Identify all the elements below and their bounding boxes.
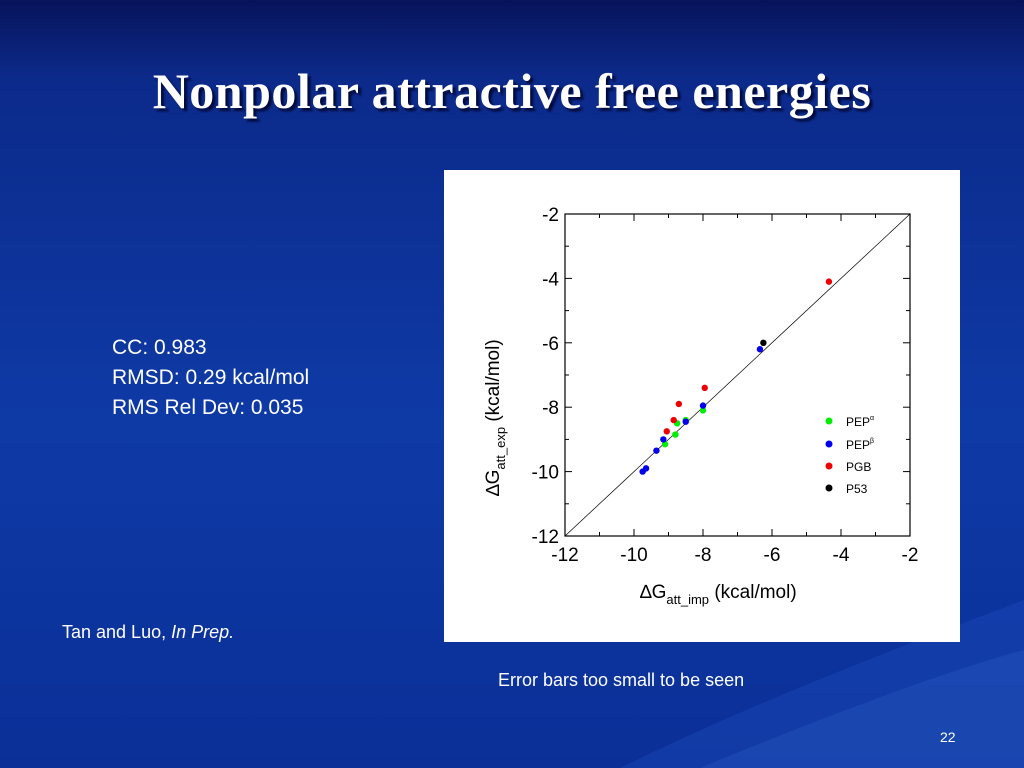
legend-label-pep-alpha: PEPα: [846, 415, 874, 429]
legend-marker-pep-beta: [825, 440, 833, 448]
y-tick-label: -4: [542, 269, 559, 290]
data-point: [699, 402, 707, 409]
data-point: [661, 441, 669, 448]
legend-marker-pep-alpha: [825, 417, 833, 425]
scatter-chart: -12 -10 -8 -6 -4 -2 -12 -10 -8 -6 -4 -2 ∆Gatt_imp (…: [483, 205, 919, 607]
citation: Tan and Luo, In Prep.: [62, 622, 234, 643]
slide-title: Nonpolar attractive free energies: [152, 63, 872, 119]
citation-authors: Tan and Luo,: [62, 622, 172, 642]
x-tick-label: -2: [902, 545, 919, 566]
legend-label-p53: P53: [846, 482, 868, 496]
y-tick-label: -6: [542, 334, 559, 355]
legend-label-pep-beta: PEPβ: [846, 438, 874, 452]
data-point: [701, 384, 708, 392]
data-point: [682, 418, 689, 425]
y-axis-label: ∆Gatt_exp (kcal/mol): [483, 339, 508, 496]
stat-rmsd: RMSD: 0.29 kcal/mol: [112, 366, 310, 389]
x-tick-label: -4: [833, 545, 850, 566]
x-axis-label: ∆Gatt_imp (kcal/mol): [640, 582, 797, 607]
y-tick-label: -2: [542, 205, 559, 226]
chart-panel: -12 -10 -8 -6 -4 -2 -12 -10 -8 -6 -4 -2 ∆Gatt_imp (…: [444, 170, 960, 642]
data-point: [642, 465, 650, 472]
legend: PEPα PEPβ PGB P53: [825, 415, 874, 496]
x-tick-label: -10: [620, 545, 647, 566]
x-tick-label: -6: [764, 545, 781, 566]
data-point: [672, 431, 679, 438]
data-point: [663, 428, 670, 435]
x-tick-label: -8: [695, 545, 712, 566]
citation-status: In Prep.: [171, 622, 235, 642]
legend-marker-p53: [825, 484, 833, 492]
stat-rms-rel-dev: RMS Rel Dev: 0.035: [112, 396, 304, 419]
data-point: [653, 447, 660, 454]
stats-block: CC: 0.983 RMSD: 0.29 kcal/mol RMS Rel De…: [112, 333, 309, 423]
error-bar-note: Error bars too small to be seen: [498, 670, 745, 690]
legend-label-pgb: PGB: [846, 460, 871, 474]
y-tick-label: -10: [532, 463, 559, 484]
data-point: [825, 278, 833, 285]
data-point: [670, 416, 677, 424]
data-point: [699, 407, 707, 414]
data-point: [756, 346, 764, 353]
y-tick-label: -12: [532, 527, 559, 548]
legend-marker-pgb: [825, 462, 833, 470]
x-tick-label: -12: [551, 545, 578, 566]
diagonal-line: [564, 213, 911, 537]
data-point: [760, 339, 767, 346]
y-tick-label: -8: [542, 398, 559, 419]
stat-cc: CC: 0.983: [112, 336, 207, 359]
data-point: [660, 436, 667, 443]
slide-number: 22: [940, 729, 956, 745]
data-point: [675, 400, 683, 408]
